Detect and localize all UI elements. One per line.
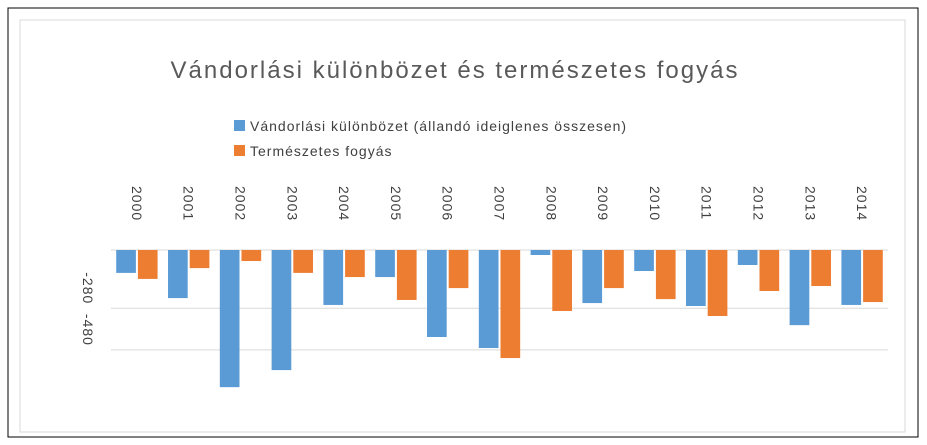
y-tick-label: -480 bbox=[80, 314, 96, 346]
x-tick-label: 2004 bbox=[336, 186, 352, 221]
x-tick-label: 2009 bbox=[595, 186, 611, 221]
outer-border bbox=[7, 7, 919, 438]
bar bbox=[789, 250, 810, 326]
x-tick-label: 2014 bbox=[854, 186, 870, 221]
bar bbox=[500, 250, 521, 359]
bar bbox=[686, 250, 706, 306]
x-tick-label: 2011 bbox=[699, 186, 715, 220]
bar bbox=[655, 250, 676, 300]
bar bbox=[552, 250, 572, 311]
x-tick-label: 2001 bbox=[181, 186, 197, 221]
y-tick-label: -280 bbox=[80, 272, 96, 304]
bar bbox=[271, 250, 292, 371]
x-tick-label: 2005 bbox=[388, 186, 404, 221]
bar bbox=[759, 250, 780, 292]
x-tick-label: 2000 bbox=[129, 186, 145, 221]
chart-border bbox=[19, 19, 906, 433]
x-tick-label: 2013 bbox=[802, 186, 818, 221]
bar bbox=[168, 250, 188, 299]
x-tick-label: 2006 bbox=[440, 186, 456, 221]
bar bbox=[863, 250, 883, 303]
bar bbox=[293, 250, 313, 273]
legend-label: Természetes fogyás bbox=[250, 143, 393, 159]
x-tick-label: 2010 bbox=[647, 186, 663, 221]
bar bbox=[707, 250, 728, 316]
bar bbox=[530, 250, 551, 255]
bar bbox=[396, 250, 417, 300]
chart-title: Vándorlási különbözet és természetes fog… bbox=[171, 57, 740, 84]
bar bbox=[345, 250, 365, 278]
bar bbox=[137, 250, 158, 279]
bar bbox=[323, 250, 344, 305]
bar bbox=[427, 250, 447, 338]
x-tick-label: 2008 bbox=[543, 186, 559, 221]
x-tick-label: 2002 bbox=[233, 186, 249, 221]
bar bbox=[241, 250, 262, 262]
bar bbox=[582, 250, 603, 304]
bar bbox=[219, 250, 240, 388]
bar bbox=[841, 250, 862, 305]
bar bbox=[375, 250, 395, 278]
x-tick-label: 2012 bbox=[751, 186, 767, 221]
x-tick-label: 2003 bbox=[284, 186, 300, 221]
bar bbox=[604, 250, 624, 289]
x-tick-label: 2007 bbox=[492, 186, 508, 221]
bar bbox=[478, 250, 499, 349]
legend-swatch bbox=[234, 120, 245, 131]
bar bbox=[737, 250, 758, 265]
legend-swatch bbox=[234, 145, 245, 156]
bar bbox=[634, 250, 654, 272]
legend-label: Vándorlási különbözet (állandó ideiglene… bbox=[250, 118, 627, 134]
bar bbox=[448, 250, 469, 289]
bar bbox=[189, 250, 210, 269]
bar bbox=[116, 250, 136, 273]
bar bbox=[811, 250, 831, 287]
